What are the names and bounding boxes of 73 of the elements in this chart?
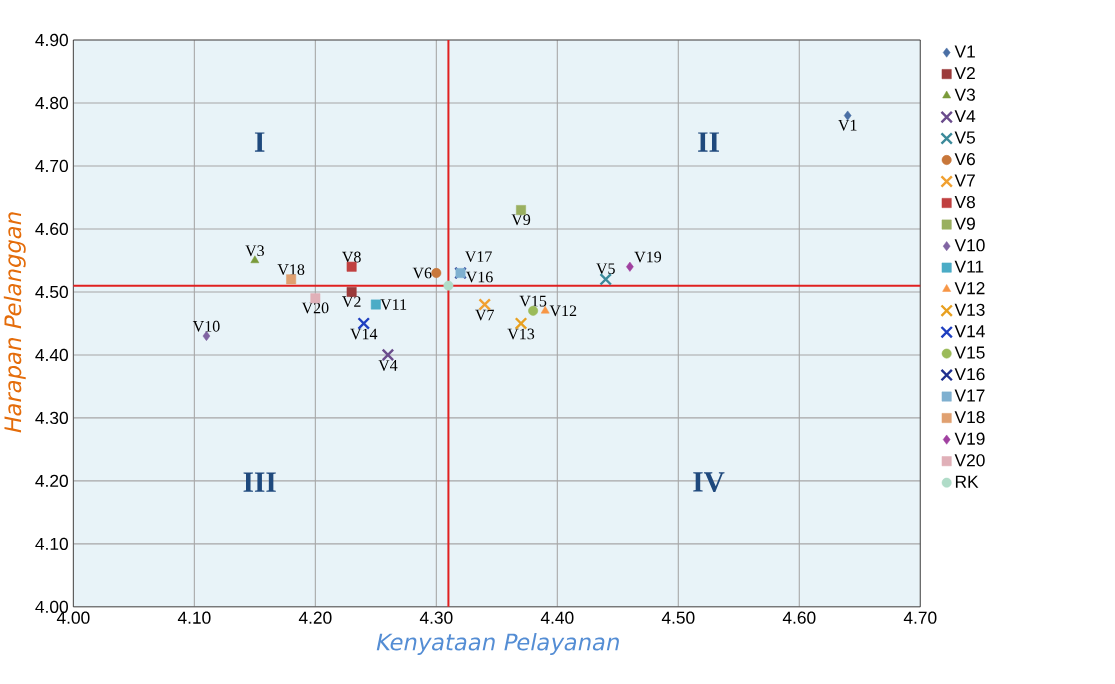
text: V18 [277, 264, 305, 275]
legend-label: V10 [954, 238, 985, 252]
text: V17 [464, 251, 492, 263]
point [443, 280, 454, 291]
y-axis-title: Harapan Pelanggan [3, 212, 26, 433]
point [346, 286, 357, 297]
text: V16 [465, 271, 493, 283]
legend-label: V3 [954, 88, 975, 101]
point [626, 261, 634, 272]
y-tick-label: 4.20 [35, 474, 68, 487]
point [516, 205, 526, 215]
legend-label: V4 [954, 110, 976, 122]
text: V9 [511, 214, 531, 226]
text: V8 [342, 251, 361, 263]
text: V14 [350, 328, 378, 340]
point [370, 299, 381, 310]
legend-label: V11 [954, 260, 984, 273]
text: V5 [596, 263, 615, 275]
x-tick-label: 4.20 [298, 611, 332, 624]
legend-label: V12 [954, 281, 985, 295]
text: V20 [301, 302, 329, 314]
x-tick-label: 4.40 [540, 611, 574, 624]
x-tick-label: 4.10 [177, 611, 211, 624]
x-tick-label: 4.00 [56, 611, 90, 624]
text: V1 [838, 119, 857, 131]
legend-label: V18 [954, 410, 985, 424]
text: V10 [192, 320, 220, 332]
y-tick-label: 4.10 [35, 537, 68, 550]
x-tick-label: 4.70 [903, 611, 937, 624]
y-tick-label: 4.60 [35, 222, 68, 235]
y-tick-label: 4.00 [35, 600, 68, 613]
legend-label: V5 [954, 131, 975, 144]
text: V6 [412, 267, 432, 279]
legend-label: RK [955, 475, 979, 488]
legend-label: V14 [954, 325, 985, 338]
point [843, 110, 852, 121]
legend-label: V17 [954, 389, 985, 402]
legend-label: V19 [954, 432, 985, 445]
y-tick-label: 4.30 [35, 411, 68, 424]
y-tick-label: 4.70 [35, 159, 68, 173]
text: V15 [519, 295, 547, 307]
legend-label: V13 [954, 303, 985, 316]
legend-label: V2 [954, 66, 975, 80]
annotation: III [243, 472, 276, 492]
y-tick-label: 4.40 [35, 348, 68, 361]
text: V12 [549, 305, 577, 317]
legend-label: V6 [954, 152, 975, 166]
legend-label: V9 [954, 217, 975, 230]
x-tick-label: 4.60 [782, 611, 816, 624]
text: V11 [380, 299, 407, 310]
y-tick-label: 4.50 [35, 285, 68, 298]
legend-label: V20 [954, 454, 985, 467]
point [286, 274, 297, 285]
legend-label: V1 [954, 45, 975, 58]
text: V7 [475, 309, 495, 321]
text: V3 [245, 245, 264, 257]
text: V19 [634, 251, 662, 263]
annotation: IV [693, 472, 725, 492]
point [431, 268, 442, 278]
legend-label: V16 [954, 367, 985, 381]
y-tick-label: 4.80 [35, 96, 68, 110]
x-axis-title: Kenyataan Pelayanan [376, 632, 619, 655]
legend-label: V7 [954, 174, 975, 187]
annotation: II [698, 132, 719, 152]
legend-label: V15 [954, 346, 985, 359]
x-tick-label: 4.50 [661, 611, 695, 624]
y-tick-label: 4.90 [35, 33, 68, 47]
legend-label: V8 [954, 195, 975, 209]
text: V4 [378, 360, 398, 371]
annotation: I [254, 132, 265, 152]
text: V2 [342, 296, 361, 307]
x-tick-label: 4.30 [419, 611, 453, 624]
text: V13 [507, 328, 535, 340]
